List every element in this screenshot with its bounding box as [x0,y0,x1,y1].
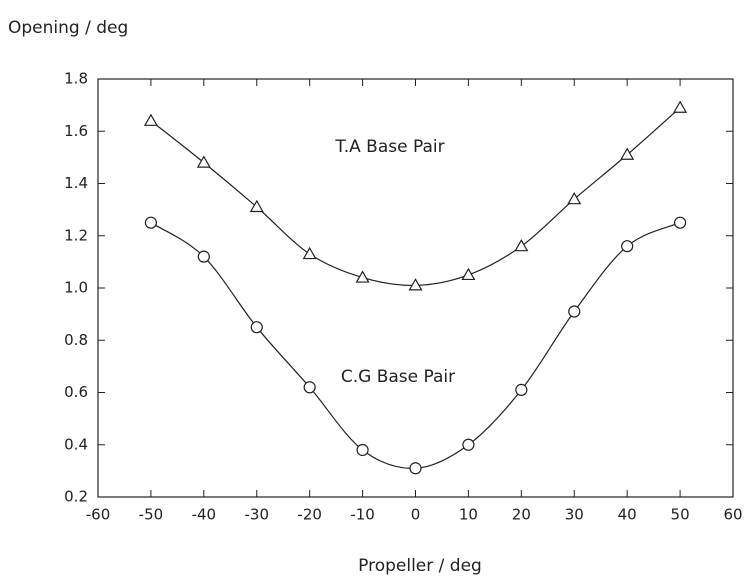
point [462,438,475,451]
x-tick-label: -40 [192,506,217,524]
y-tick-label: 1.4 [64,174,88,192]
point [673,216,687,229]
x-tick-label: -20 [297,506,322,524]
x-tick-label: -30 [245,506,270,524]
y-tick-label: 1.6 [64,122,88,140]
series-label: C.G Base Pair [341,367,455,387]
series-label: T.A Base Pair [334,137,444,157]
point [621,240,634,253]
point [303,381,316,394]
y-tick-label: 1.0 [64,279,88,297]
point [355,270,370,283]
x-tick-label: -50 [139,506,164,524]
point [356,443,369,457]
x-tick-label: 30 [565,506,584,524]
point [515,383,528,396]
point [249,199,264,213]
point [514,238,529,252]
point [196,155,211,168]
x-tick-label: 10 [459,506,478,524]
point [408,278,423,291]
y-tick-label: 1.2 [64,226,88,244]
x-tick-label: 60 [723,506,742,524]
point [568,305,581,318]
point [620,147,635,160]
point [302,246,317,260]
x-tick-label: 50 [671,506,690,524]
point [143,113,158,126]
point [461,267,476,281]
point [673,100,688,113]
y-axis-label: Opening / deg [8,18,128,38]
point [144,216,158,229]
x-tick-label: 20 [512,506,531,524]
y-tick-label: 0.4 [64,435,88,453]
y-tick-label: 1.8 [64,70,88,88]
point [250,321,263,334]
y-tick-label: 0.6 [64,383,88,401]
series-line [150,107,681,286]
y-tick-label: 0.8 [64,331,88,349]
x-axis-label: Propeller / deg [358,556,482,576]
point [409,462,422,475]
series-line [150,222,681,469]
x-tick-label: -10 [350,506,375,524]
x-tick-label: 40 [618,506,637,524]
y-tick-label: 0.2 [64,488,88,506]
x-tick-label: 0 [411,506,421,524]
point [567,191,582,205]
x-tick-label: -60 [86,506,111,524]
point [197,250,210,263]
